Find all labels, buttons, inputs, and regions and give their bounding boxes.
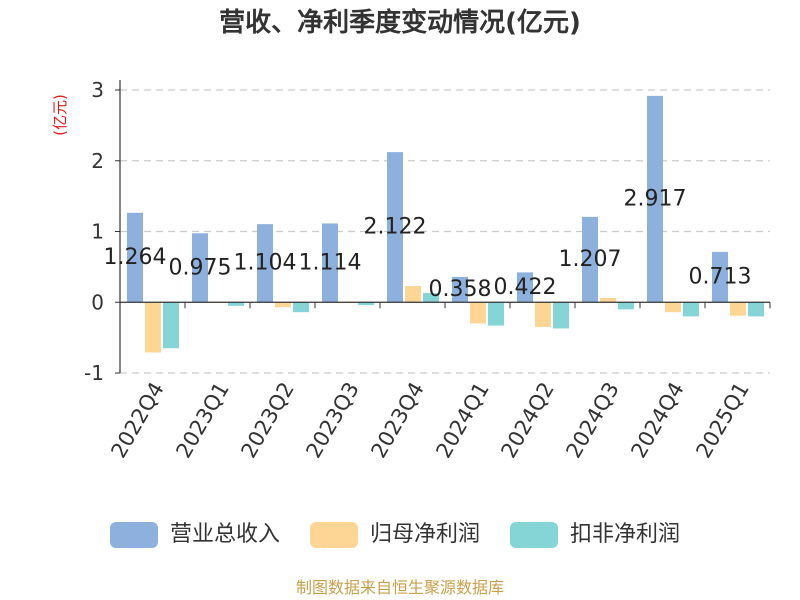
x-tick-label: 2023Q4 [366, 378, 428, 462]
revenue-bar [712, 251, 728, 303]
net-profit-bar [145, 302, 161, 353]
legend-swatch-deducted-net-profit [510, 522, 558, 548]
revenue-bar [387, 152, 403, 303]
data-label: 1.114 [299, 250, 362, 275]
deducted-net-profit-bar [163, 302, 179, 349]
data-label: 0.975 [169, 255, 232, 280]
net-profit-bar [535, 302, 551, 328]
data-label: 2.917 [624, 187, 687, 212]
legend-swatch-net-profit [310, 522, 358, 548]
legend-item-deducted-net-profit[interactable]: 扣非净利润 [510, 521, 680, 549]
x-tick-label: 2023Q2 [236, 378, 298, 462]
x-tick-label: 2022Q4 [106, 378, 168, 462]
legend: 营业总收入 归母净利润 扣非净利润 [0, 521, 800, 549]
revenue-bar [322, 223, 338, 303]
net-profit-bar [730, 302, 746, 316]
x-tick-label: 2024Q3 [561, 378, 623, 462]
data-label: 1.207 [559, 247, 622, 272]
x-tick-label: 2024Q2 [496, 378, 558, 462]
y-tick-label: -1 [84, 361, 104, 385]
data-label: 0.358 [429, 277, 492, 302]
net-profit-bar [470, 302, 486, 324]
legend-label-deducted-net-profit: 扣非净利润 [570, 522, 681, 547]
legend-label-net-profit: 归母净利润 [370, 522, 481, 547]
deducted-net-profit-bar [618, 302, 634, 310]
deducted-net-profit-bar [293, 302, 309, 313]
deducted-net-profit-bar [358, 302, 374, 306]
data-label: 0.713 [689, 265, 752, 290]
legend-item-revenue[interactable]: 营业总收入 [110, 521, 280, 549]
deducted-net-profit-bar [488, 302, 504, 326]
y-tick-label: 1 [91, 220, 104, 244]
x-tick-label: 2024Q1 [431, 378, 493, 462]
revenue-bar [192, 233, 208, 303]
y-tick-label: 3 [91, 78, 104, 102]
net-profit-bar [665, 302, 681, 313]
chart-title: 营收、净利季度变动情况(亿元) [219, 8, 581, 38]
revenue-bar [127, 212, 143, 303]
data-label: 1.264 [104, 245, 167, 270]
x-tick-label: 2024Q4 [626, 378, 688, 462]
revenue-bar [582, 216, 598, 303]
legend-swatch-revenue [110, 522, 158, 548]
revenue-bar [517, 272, 533, 303]
x-tick-label: 2023Q3 [301, 378, 363, 462]
net-profit-bar [275, 302, 291, 308]
deducted-net-profit-bar [423, 293, 439, 303]
legend-item-net-profit[interactable]: 归母净利润 [310, 521, 480, 549]
net-profit-bar [600, 298, 616, 303]
data-label: 1.104 [234, 251, 297, 276]
deducted-net-profit-bar [748, 302, 764, 317]
revenue-bar [452, 276, 468, 303]
x-tick-label: 2023Q1 [171, 378, 233, 462]
net-profit-bar [405, 285, 421, 303]
source-note: 制图数据来自恒生聚源数据库 [295, 578, 504, 597]
x-tick-label: 2025Q1 [691, 378, 753, 462]
data-label: 0.422 [494, 275, 557, 300]
deducted-net-profit-bar [228, 302, 244, 306]
revenue-bar [647, 95, 663, 303]
y-tick-label: 0 [91, 290, 104, 314]
legend-label-revenue: 营业总收入 [170, 522, 281, 547]
data-label: 2.122 [364, 215, 427, 240]
deducted-net-profit-bar [683, 302, 699, 317]
deducted-net-profit-bar [553, 302, 569, 329]
revenue-bar [257, 224, 273, 303]
y-tick-label: 2 [91, 149, 104, 173]
